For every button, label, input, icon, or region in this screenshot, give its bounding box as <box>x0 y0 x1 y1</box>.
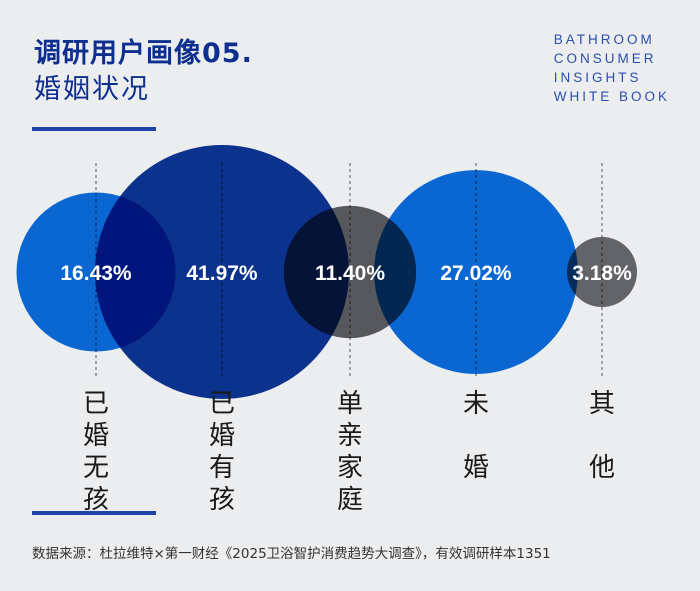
bubble-chart: 16.43% 41.97% 11.40% 27.02% 3.18% 已婚无孩 已婚有孩 单亲家… <box>16 145 637 515</box>
value-label: 41.97% <box>186 262 258 285</box>
page-title: 调研用户画像05. <box>34 38 253 69</box>
category-label: 已婚有孩 <box>209 389 235 515</box>
divider-top <box>32 127 156 131</box>
brand-line: INSIGHTS <box>553 70 642 85</box>
brand-line: BATHROOM <box>553 32 655 47</box>
bubble-5 <box>567 237 637 307</box>
bubble-4 <box>374 170 578 374</box>
brand-line: WHITE BOOK <box>553 89 670 104</box>
value-label: 16.43% <box>60 262 132 285</box>
brand-block: BATHROOM CONSUMER INSIGHTS WHITE BOOK <box>554 30 670 106</box>
source-note: 数据来源：杜拉维特×第一财经《2025卫浴智护消费趋势大调查》，有效调研样本13… <box>32 546 551 562</box>
value-label: 27.02% <box>440 262 512 285</box>
divider-bottom <box>32 511 156 515</box>
page-subtitle: 婚姻状况 <box>34 74 150 105</box>
category-label: 其他 <box>589 389 615 483</box>
category-label: 单亲家庭 <box>337 389 363 515</box>
bubbles <box>16 145 637 399</box>
category-label: 未婚 <box>463 389 489 483</box>
bubble-2 <box>95 145 349 399</box>
value-label: 3.18% <box>572 262 632 285</box>
brand-line: CONSUMER <box>553 51 657 66</box>
category-label: 已婚无孩 <box>83 389 109 515</box>
value-label: 11.40% <box>315 262 385 285</box>
